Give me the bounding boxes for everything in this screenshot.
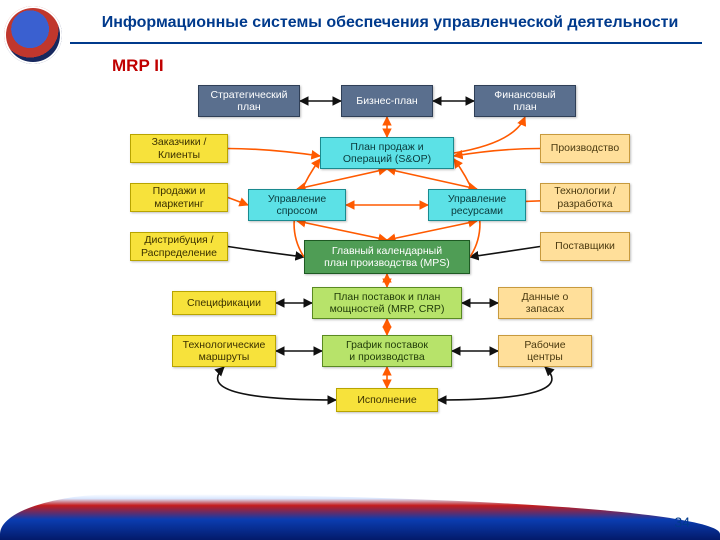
title-rule xyxy=(70,42,702,44)
node-demand: Управление спросом xyxy=(248,189,346,221)
mrp2-flowchart: Стратегический план Бизнес-план Финансовый… xyxy=(130,85,630,485)
node-sched: График поставок и производства xyxy=(322,335,452,367)
node-biz: Бизнес-план xyxy=(341,85,433,117)
page-number: 34 xyxy=(674,514,690,530)
node-prod: Производство xyxy=(540,134,630,163)
page-title: Информационные системы обеспечения управ… xyxy=(80,14,700,32)
node-mrp: План поставок и план мощностей (MRP, CRP… xyxy=(312,287,462,319)
node-wc: Рабочие центры xyxy=(498,335,592,367)
node-stock: Данные о запасах xyxy=(498,287,592,319)
node-res: Управление ресурсами xyxy=(428,189,526,221)
node-spec: Спецификации xyxy=(172,291,276,315)
footer-wave xyxy=(0,494,720,540)
node-fin: Финансовый план xyxy=(474,85,576,117)
node-distr: Дистрибуция / Распределение xyxy=(130,232,228,261)
node-exec: Исполнение xyxy=(336,388,438,412)
node-sales: Продажи и маркетинг xyxy=(130,183,228,212)
logo xyxy=(4,6,62,64)
node-tech: Технологии / разработка xyxy=(540,183,630,212)
node-strat: Стратегический план xyxy=(198,85,300,117)
node-supp: Поставщики xyxy=(540,232,630,261)
node-mps: Главный календарный план производства (M… xyxy=(304,240,470,274)
node-sop: План продаж и Операций (S&OP) xyxy=(320,137,454,169)
node-routes: Технологические маршруты xyxy=(172,335,276,367)
node-cust: Заказчики / Клиенты xyxy=(130,134,228,163)
subtitle: MRP II xyxy=(112,56,164,76)
